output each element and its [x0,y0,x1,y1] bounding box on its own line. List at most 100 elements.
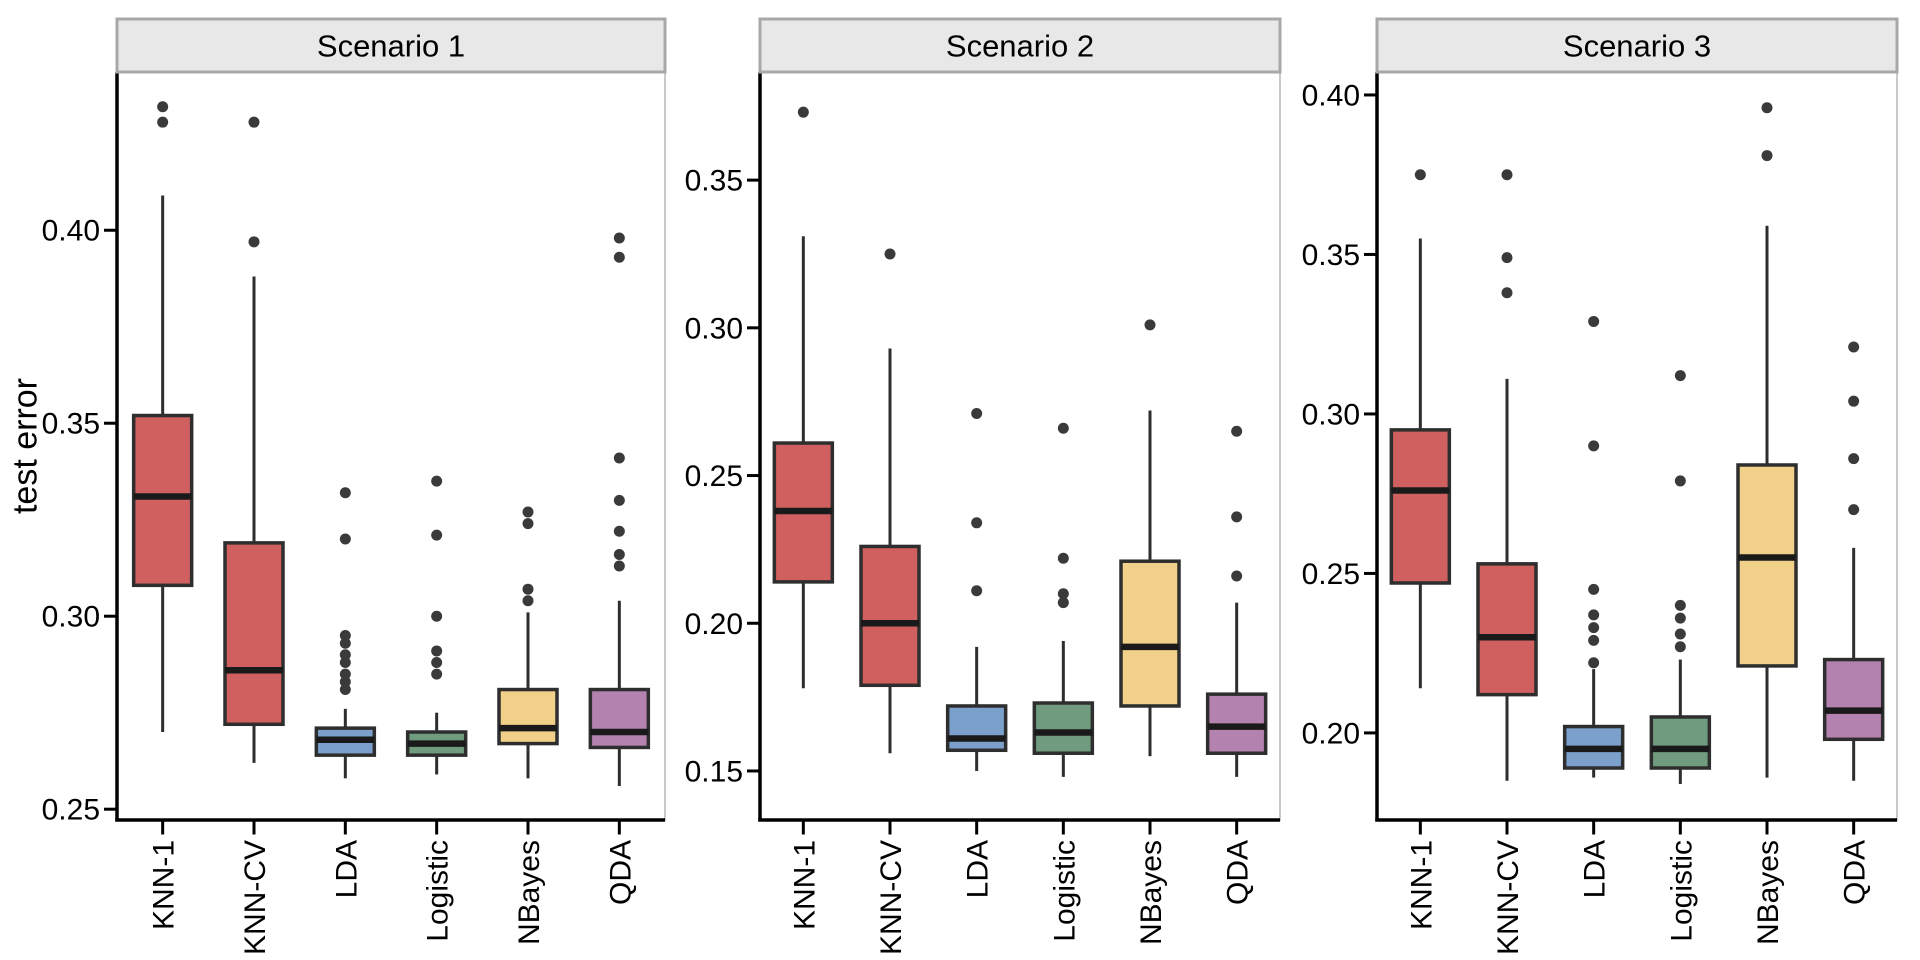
y-tick-label: 0.30 [685,312,743,345]
x-tick-label-qda: QDA [604,840,637,905]
outlier-point [431,610,443,622]
x-tick-label-knn-1: KNN-1 [148,840,181,930]
x-tick-label-logistic: Logistic [1048,840,1081,942]
boxplot-scenario-1-knn-cv [223,116,285,763]
y-tick-label: 0.20 [685,608,743,641]
y-tick-label: 0.25 [1302,558,1360,591]
x-tick-label-logistic: Logistic [422,840,455,942]
outlier-point [1231,570,1243,582]
outlier-point [522,583,534,595]
panel-background [1376,71,1898,821]
outlier-point [1674,475,1686,487]
y-tick-label: 0.35 [685,165,743,198]
outlier-point [1674,628,1686,640]
x-tick-label-knn-cv: KNN-CV [1492,840,1525,955]
outlier-point [339,630,351,642]
outlier-point [1588,657,1600,669]
outlier-point [1144,319,1156,331]
outlier-point [1588,440,1600,452]
outlier-point [431,529,443,541]
boxplot-scenario-2-knn-cv [859,248,921,754]
iqr-box [1032,701,1095,755]
x-tick-label-qda: QDA [1222,840,1255,905]
outlier-point [522,518,534,530]
outlier-point [248,116,260,128]
facet-scenario-2: 0.15 0.20 0.25 0.30 0.35 KNN-1 KNN-CV LDA Logist… [685,17,1282,955]
y-tick-label: 0.40 [42,215,100,248]
outlier-point [613,525,625,537]
boxplot-scenario-3-knn-1 [1389,169,1452,689]
outlier-point [339,637,351,649]
outlier-point [1231,425,1243,437]
outlier-point [1057,552,1069,564]
outlier-point [1057,597,1069,609]
facet-scenario-3: 0.20 0.25 0.30 0.35 0.40 KNN-1 KNN-CV LDA Logist… [1302,17,1899,955]
outlier-point [1588,315,1600,327]
outlier-point [1761,150,1773,162]
iqr-box [223,541,285,727]
panel-background [759,71,1281,821]
outlier-point [431,475,443,487]
outlier-point [1414,169,1426,181]
outlier-point [1588,583,1600,595]
outlier-point [613,548,625,560]
y-tick-label: 0.25 [42,794,100,827]
outlier-point [613,452,625,464]
outlier-point [884,248,896,260]
outlier-point [797,106,809,118]
y-tick-label: 0.40 [1302,79,1360,112]
y-tick-label: 0.15 [685,755,743,788]
boxplot-scenario-2-knn-1 [772,106,835,689]
boxplot-scenario-3-logistic [1649,370,1712,784]
outlier-point [1057,588,1069,600]
outlier-point [339,676,351,688]
outlier-point [431,657,443,669]
outlier-point [431,645,443,657]
iqr-box [497,687,559,746]
x-tick-label-knn-cv: KNN-CV [239,840,272,955]
x-tick-label-knn-cv: KNN-CV [875,840,908,955]
iqr-box [1119,559,1181,708]
boxplot-scenario-1-nbayes [497,506,559,779]
y-axis-title: test error [6,377,45,515]
outlier-point [1231,511,1243,523]
boxplot-scenario-2-nbayes [1119,319,1181,757]
outlier-point [339,487,351,499]
x-tick-label-logistic: Logistic [1665,840,1698,942]
outlier-point [1848,341,1860,353]
outlier-point [1588,634,1600,646]
x-tick-label-knn-1: KNN-1 [788,840,821,930]
outlier-point [1057,422,1069,434]
outlier-point [339,684,351,696]
iqr-box [1476,562,1538,697]
outlier-point [1588,609,1600,621]
outlier-point [1501,287,1513,299]
outlier-point [157,101,169,113]
y-tick-label: 0.30 [1302,398,1360,431]
outlier-point [613,560,625,572]
iqr-box [131,413,194,588]
outlier-point [1588,622,1600,634]
outlier-point [613,232,625,244]
outlier-point [431,668,443,680]
iqr-box [1736,463,1798,668]
panel-background [116,71,666,821]
outlier-point [339,649,351,661]
outlier-point [613,251,625,263]
outlier-point [1674,641,1686,653]
boxplot-scenario-2-logistic [1032,422,1095,777]
outlier-point [1501,252,1513,264]
outlier-point [1674,599,1686,611]
x-tick-label-nbayes: NBayes [513,840,546,945]
outlier-point [1848,453,1860,465]
outlier-point [971,408,983,420]
outlier-point [613,494,625,506]
boxplot-scenario-1-qda [588,232,651,787]
x-tick-label-qda: QDA [1839,840,1872,905]
x-tick-label-lda: LDA [962,840,995,898]
boxplot-scenario-1-knn-1 [131,101,194,732]
iqr-box [1822,657,1885,742]
boxplot-scenario-1-logistic [405,475,468,775]
iqr-box [588,687,651,750]
